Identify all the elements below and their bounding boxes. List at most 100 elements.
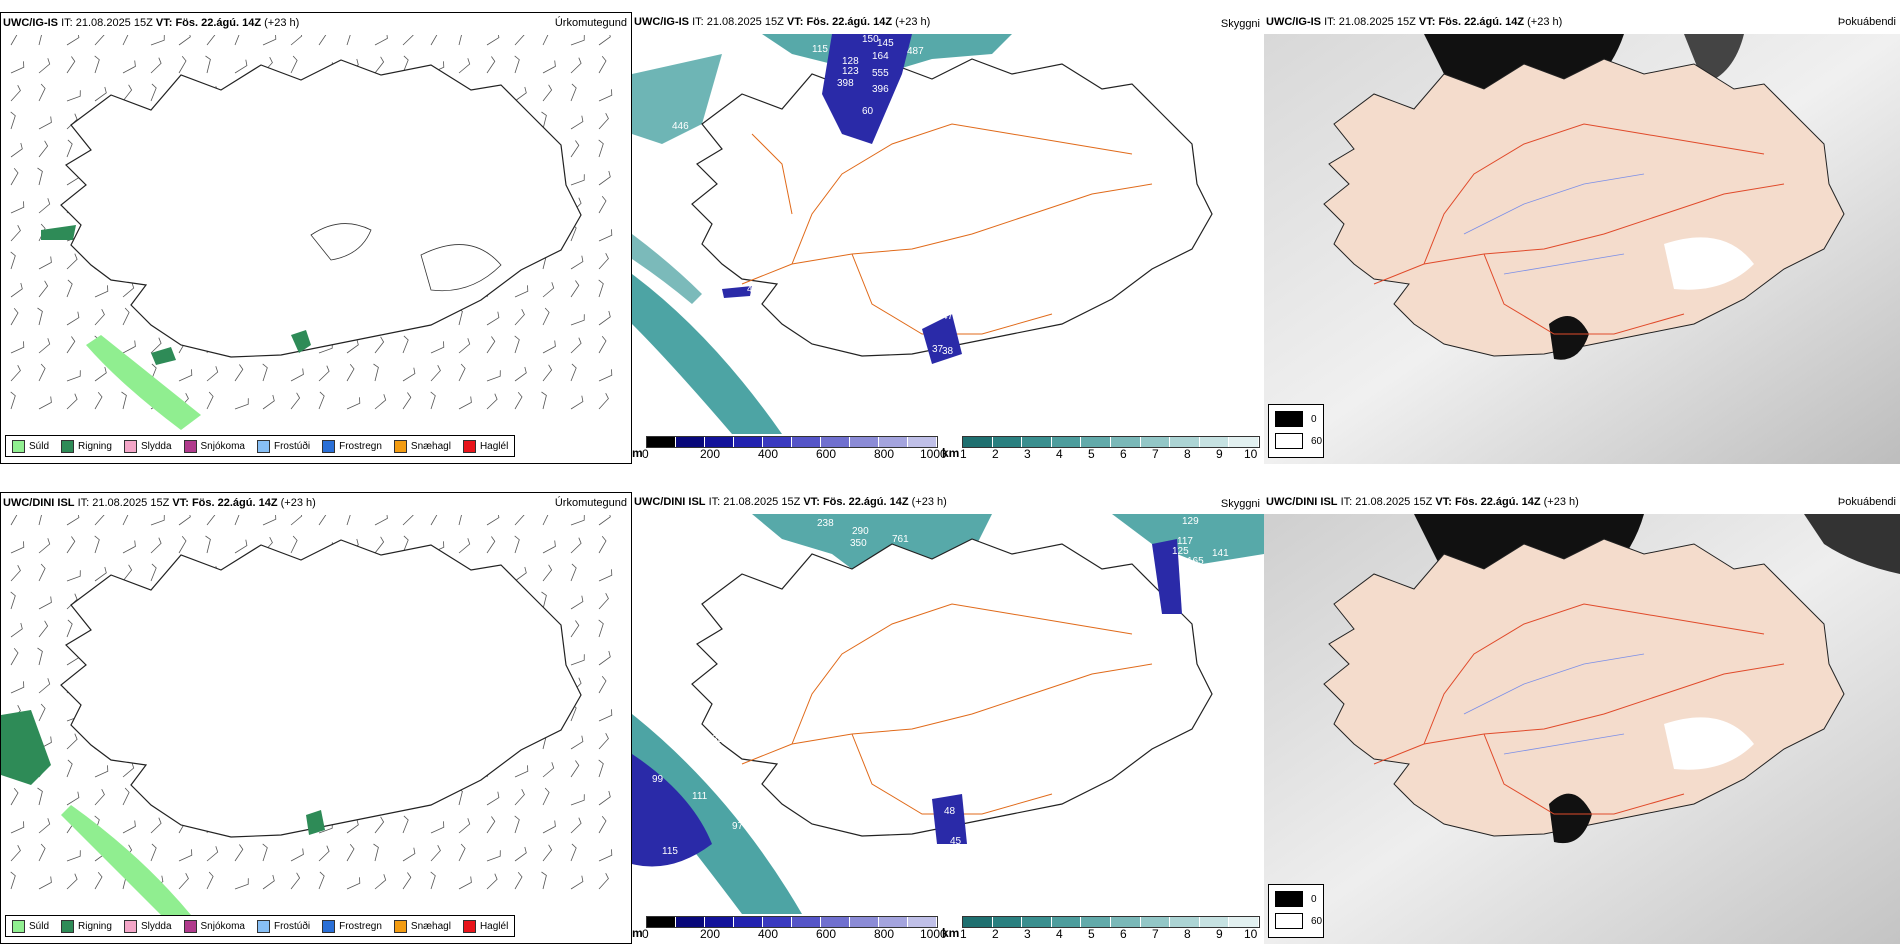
precip-legend: Súld Rigning Slydda Snjókoma Frostúði Fr… xyxy=(5,915,516,937)
legend-label: Snæhagl xyxy=(410,920,451,932)
lead-time: (+23 h) xyxy=(264,17,300,29)
legend-label: Snjókoma xyxy=(200,440,245,452)
wind-barb xyxy=(514,366,527,382)
wind-barb xyxy=(38,338,51,354)
tick-label: 200 xyxy=(700,927,721,941)
wind-barb xyxy=(38,678,51,694)
ceiling-label: 109 xyxy=(802,901,819,912)
ceiling-label: 464 xyxy=(747,284,764,295)
model-name: UWC/IG-IS xyxy=(634,16,689,28)
tick-label: 1000 xyxy=(920,447,947,461)
tick-label: 600 xyxy=(816,447,837,461)
legend-label: Rigning xyxy=(78,920,112,932)
wind-barb xyxy=(290,515,303,526)
it-value: 21.08.2025 15Z xyxy=(706,16,784,28)
ceiling-colorbar: m 0 200 400 600 800 1000 xyxy=(632,916,947,944)
roads xyxy=(741,123,1153,335)
legend-label: Snæhagl xyxy=(410,440,451,452)
ceiling-colorbar: m 0 200 400 600 800 1000 xyxy=(632,436,947,464)
wind-barb xyxy=(402,535,409,554)
wind-barb xyxy=(514,815,520,834)
ceiling-label: 398 xyxy=(837,78,854,89)
wind-barb xyxy=(122,540,136,554)
wind-barb xyxy=(598,569,613,582)
wind-barb xyxy=(542,820,556,834)
panel-header: UWC/DINI ISL IT: 21.08.2025 15Z VT: Fös.… xyxy=(1266,496,1579,508)
wind-barb xyxy=(458,843,466,862)
wind-barb xyxy=(541,591,547,610)
wind-barb xyxy=(38,58,51,74)
wind-barb xyxy=(10,167,19,186)
ceiling-label: 131 xyxy=(1190,568,1207,579)
wind-barb xyxy=(10,845,21,862)
wind-barb xyxy=(318,515,327,526)
model-name: UWC/DINI ISL xyxy=(1266,496,1338,508)
wind-barb xyxy=(598,279,604,298)
wind-barb xyxy=(122,515,129,526)
panel-header: UWC/IG-IS IT: 21.08.2025 15Z VT: Fös. 22… xyxy=(3,17,299,29)
tick-label: 6 xyxy=(1120,447,1127,461)
wind-barb xyxy=(66,370,81,382)
wind-barb xyxy=(570,395,584,410)
precip-map xyxy=(1,515,613,915)
wind-barb xyxy=(10,565,21,582)
precip-title: Úrkomutegund xyxy=(554,17,627,29)
tick-label: 800 xyxy=(874,927,895,941)
wind-barb xyxy=(542,282,555,298)
wind-barb xyxy=(150,817,162,834)
wind-barb xyxy=(262,363,268,382)
ceiling-label: 37 xyxy=(722,226,734,237)
wind-barb xyxy=(598,709,613,722)
wind-barb xyxy=(10,341,25,354)
it-value: 21.08.2025 15Z xyxy=(1355,496,1433,508)
wind-barb xyxy=(66,336,76,354)
ceiling-label: 555 xyxy=(872,68,889,79)
wind-barb xyxy=(150,537,162,554)
legend-item: Frostregn xyxy=(322,919,382,933)
fog-legend-label: 0 xyxy=(1311,893,1317,905)
fog-patch-south xyxy=(1549,793,1592,844)
wind-barb xyxy=(38,83,46,102)
legend-label: Haglél xyxy=(479,920,509,932)
wind-barb xyxy=(430,341,445,354)
legend-item: Snæhagl xyxy=(393,919,451,933)
wind-barb xyxy=(150,57,162,74)
fog-legend-label: 60 xyxy=(1311,915,1323,927)
ceiling-label: 446 xyxy=(672,121,689,132)
ceiling-label: 165 xyxy=(1187,556,1204,567)
wind-barb xyxy=(374,35,388,46)
legend-item: Frostúði xyxy=(256,919,310,933)
wind-barb xyxy=(234,398,249,410)
wind-barb xyxy=(122,762,135,778)
legend-swatch xyxy=(12,439,25,453)
fog-swatch xyxy=(1275,433,1303,449)
wind-barb xyxy=(10,821,25,834)
vt-value: Fös. 22.ágú. 14Z xyxy=(1454,496,1541,508)
iceland-outline xyxy=(691,538,1213,837)
wind-barb xyxy=(486,816,496,834)
vt-label: VT: xyxy=(786,16,804,28)
precip-panel-top: UWC/IG-IS IT: 21.08.2025 15Z VT: Fös. 22… xyxy=(0,12,632,464)
tick-label: 9 xyxy=(1216,447,1223,461)
lead-time: (+23 h) xyxy=(911,496,947,508)
wind-barb xyxy=(290,535,298,554)
ceiling-label: 396 xyxy=(872,84,889,95)
wind-barb xyxy=(346,515,351,526)
wind-barb xyxy=(514,86,527,102)
wind-barb xyxy=(10,515,18,526)
legend-item: Haglél xyxy=(462,439,508,453)
wind-barb xyxy=(66,759,73,778)
wind-barb xyxy=(486,393,498,410)
wind-barb xyxy=(66,56,76,74)
vt-value: Fös. 22.ágú. 14Z xyxy=(806,16,893,28)
wind-barb xyxy=(570,760,580,778)
legend-item: Slydda xyxy=(123,439,172,453)
wind-barb xyxy=(570,654,585,666)
wind-barb xyxy=(598,55,607,74)
wind-barb xyxy=(430,391,436,410)
wind-barb xyxy=(94,515,105,526)
panel-header: UWC/IG-IS IT: 21.08.2025 15Z VT: Fös. 22… xyxy=(1266,16,1562,28)
